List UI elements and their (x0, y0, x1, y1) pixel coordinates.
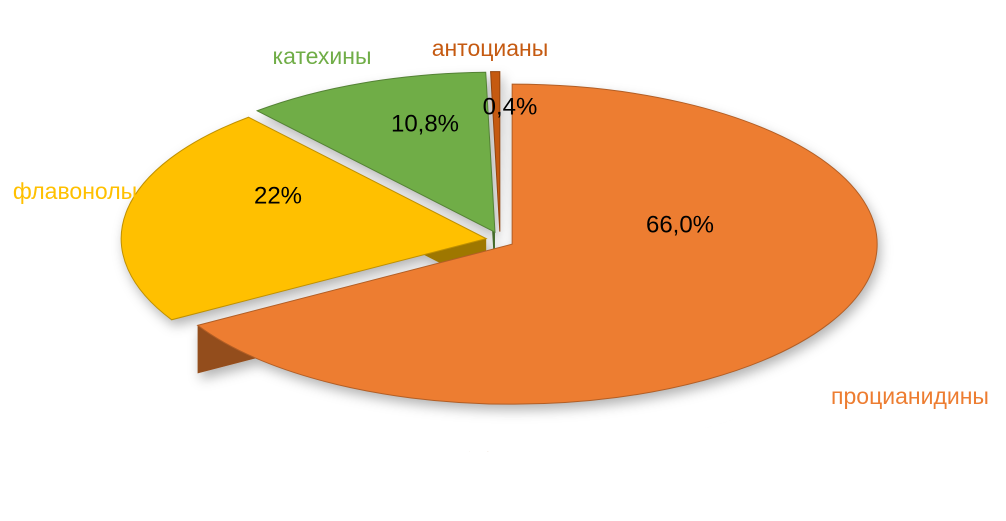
labels: 66,0% процианидины 22% флавонолы 10,8% катехи… (13, 35, 989, 409)
slice (196, 83, 878, 405)
category-label: процианидины (831, 383, 989, 409)
data-label: 0,4% (483, 93, 538, 120)
slice (490, 71, 501, 232)
category-label: антоцианы (432, 35, 549, 61)
pie-tops (120, 71, 878, 405)
slice (255, 71, 496, 234)
category-label: флавонолы (13, 178, 137, 204)
slice (120, 116, 488, 321)
category-label: катехины (273, 43, 372, 69)
data-label: 22% (254, 182, 302, 209)
data-label: 66,0% (646, 211, 714, 238)
data-label: 10,8% (391, 110, 459, 137)
